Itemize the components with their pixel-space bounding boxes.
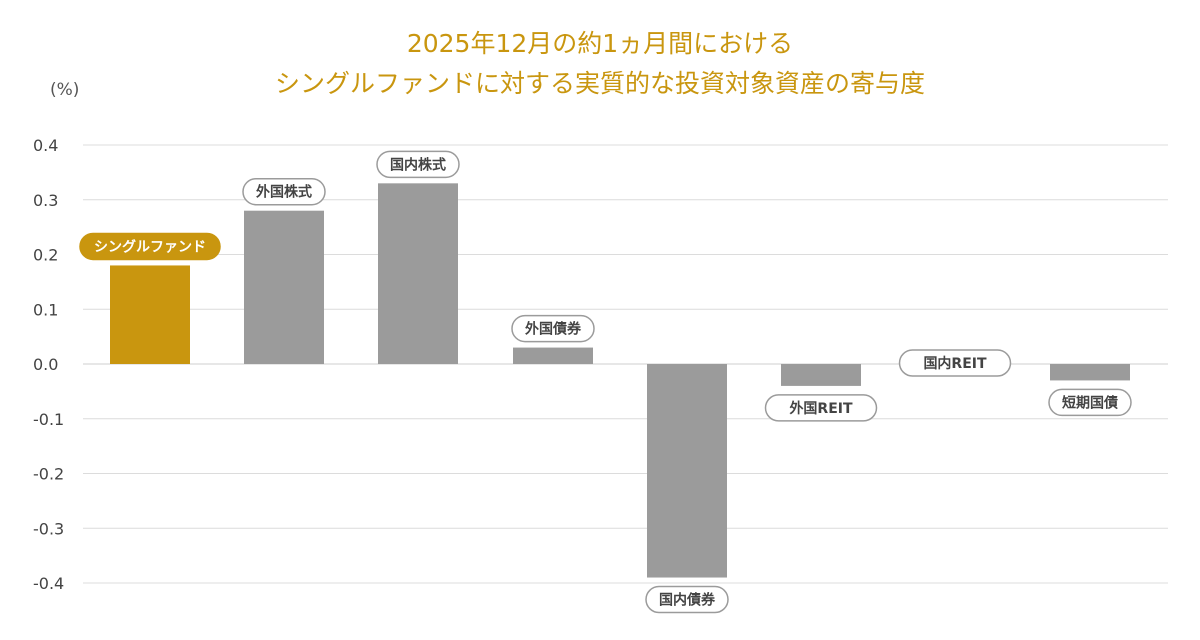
pill-background [1048,388,1132,417]
bar-label-pill: 国内REIT [898,349,1012,377]
y-tick-label: 0.0 [33,355,58,374]
pill-background [764,394,878,422]
bar [781,364,861,386]
y-tick-label: 0.2 [33,246,58,265]
bar [378,183,458,364]
category-label: 外国REIT [789,400,853,417]
bars [110,183,1130,578]
pill-background [645,585,729,614]
y-tick-label: -0.3 [33,519,64,538]
y-tick-label: 0.1 [33,300,58,319]
bar-label-pill: 短期国債 [1048,388,1132,417]
bar-label-pill: 外国REIT [764,394,878,422]
y-tick-label: -0.2 [33,465,64,484]
bar [513,347,593,364]
category-label: 国内株式 [390,156,446,173]
bar-label-pill: 国内債券 [645,585,729,614]
y-axis-unit-label: (%) [50,80,79,100]
y-tick-label: -0.1 [33,410,64,429]
bar-label-pill: シングルファンド [79,232,221,261]
category-label: 国内REIT [923,355,987,372]
category-label: 外国株式 [256,184,312,201]
category-label: 短期国債 [1062,394,1118,411]
category-label: 国内債券 [659,592,716,609]
chart-title-line-2: シングルファンドに対する実質的な投資対象資産の寄与度 [275,69,925,98]
bar [1050,364,1130,381]
y-tick-label: 0.3 [33,191,58,210]
bar [110,265,190,364]
bar-label-pill: 国内株式 [376,150,460,179]
pill-background [898,349,1012,377]
bar [647,364,727,578]
bar-label-pill: 外国株式 [242,177,326,206]
pill-background [242,177,326,206]
category-label: 外国債券 [525,321,582,338]
y-tick-label: 0.4 [33,136,58,155]
category-label: シングルファンド [94,238,206,255]
pill-background [511,314,595,343]
y-tick-label: -0.4 [33,574,64,593]
pill-background [79,232,221,261]
y-axis-ticks: 0.4 0.3 0.2 0.1 0.0 -0.1 -0.2 -0.3 -0.4 [33,136,64,593]
chart-title-line-1: 2025年12月の約1ヵ月間における [407,29,793,58]
pill-background [376,150,460,179]
bar [244,210,324,364]
bar-label-pill: 外国債券 [511,314,595,343]
